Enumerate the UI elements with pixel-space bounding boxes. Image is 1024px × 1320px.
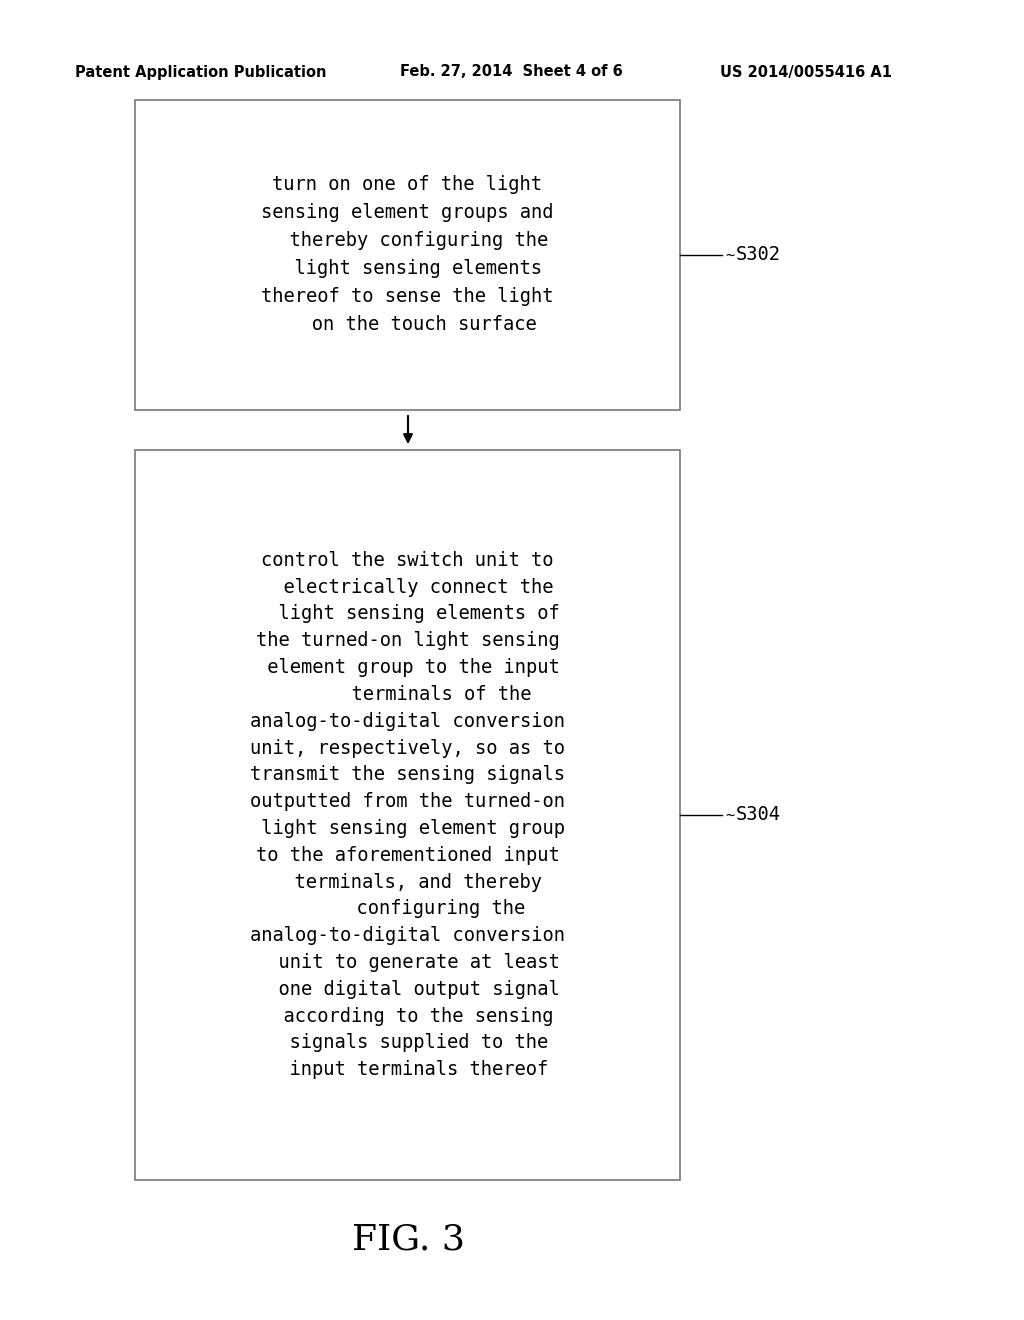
Bar (135, 100, 680, 411)
Text: Patent Application Publication: Patent Application Publication (75, 65, 327, 79)
Bar (135, 450, 680, 1180)
Text: ~: ~ (725, 248, 734, 263)
Text: control the switch unit to
  electrically connect the
  light sensing elements o: control the switch unit to electrically … (250, 550, 565, 1080)
Text: US 2014/0055416 A1: US 2014/0055416 A1 (720, 65, 892, 79)
Text: S302: S302 (736, 246, 781, 264)
Text: FIG. 3: FIG. 3 (351, 1224, 465, 1257)
Text: Feb. 27, 2014  Sheet 4 of 6: Feb. 27, 2014 Sheet 4 of 6 (400, 65, 623, 79)
Text: S304: S304 (736, 805, 781, 825)
Text: turn on one of the light
sensing element groups and
  thereby configuring the
  : turn on one of the light sensing element… (261, 176, 554, 334)
Text: ~: ~ (725, 808, 734, 822)
